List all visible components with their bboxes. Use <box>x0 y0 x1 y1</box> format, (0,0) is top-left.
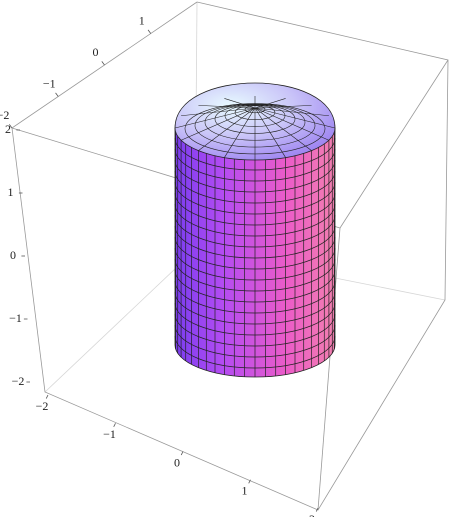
y-tick-label: 0 <box>93 45 99 59</box>
mesh-line <box>198 107 256 151</box>
mesh-line <box>174 137 336 171</box>
mesh-line <box>174 170 336 204</box>
mesh-line <box>224 107 256 158</box>
mesh-line <box>254 105 312 109</box>
mesh-line <box>174 181 336 215</box>
mesh-line <box>174 159 336 193</box>
mesh-line <box>174 291 336 325</box>
mesh-line <box>174 225 336 259</box>
tick-mark <box>55 92 59 97</box>
x-tick-label: 1 <box>242 484 248 498</box>
mesh-line <box>174 280 336 314</box>
z-tick-label: −1 <box>9 311 22 325</box>
x-tick-label: 2 <box>309 512 315 517</box>
mesh-line <box>174 107 256 129</box>
mesh-line <box>174 335 336 369</box>
tick-mark <box>8 124 13 129</box>
z-tick-label: −2 <box>12 374 25 388</box>
mesh-line <box>198 105 256 109</box>
mesh-line <box>254 107 330 141</box>
mesh-line <box>174 236 336 270</box>
mesh-line <box>174 214 336 248</box>
mesh-line <box>180 107 256 141</box>
x-tick-label: −2 <box>36 399 49 413</box>
tick-mark <box>147 29 152 34</box>
mesh-line <box>254 107 312 151</box>
z-tick-label: 2 <box>5 122 11 136</box>
tick-mark <box>113 423 116 428</box>
z-tick-label: 1 <box>8 185 14 199</box>
surface <box>174 82 336 378</box>
tick-mark <box>180 451 184 456</box>
y-tick-label: 1 <box>139 13 145 27</box>
mesh-line <box>174 313 336 347</box>
mesh-line <box>181 107 256 117</box>
mesh-line <box>254 107 286 158</box>
tick-mark <box>101 61 105 66</box>
mesh-line <box>174 203 336 237</box>
mesh-line <box>254 107 329 117</box>
mesh-line <box>224 98 256 109</box>
mesh-line <box>254 107 336 129</box>
tick-mark <box>248 479 251 484</box>
mesh-line <box>174 269 336 303</box>
mesh-line <box>174 302 336 336</box>
x-tick-label: −1 <box>103 427 116 441</box>
tick-mark <box>45 394 49 399</box>
z-tick-label: 0 <box>10 248 16 262</box>
mesh-line <box>174 247 336 281</box>
mesh-line <box>174 192 336 226</box>
y-tick-label: −2 <box>0 108 9 122</box>
mesh-line <box>254 98 286 109</box>
x-tick-label: 0 <box>174 455 180 469</box>
mesh-line <box>174 258 336 292</box>
y-tick-label: −1 <box>43 76 56 90</box>
tick-mark <box>315 507 319 512</box>
mesh-line <box>174 148 336 182</box>
mesh-line <box>174 324 336 358</box>
